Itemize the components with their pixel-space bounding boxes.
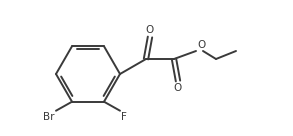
Text: Br: Br [43,112,55,122]
Text: O: O [197,40,205,50]
Text: F: F [121,112,127,122]
Text: O: O [146,25,154,35]
Text: O: O [174,83,182,93]
